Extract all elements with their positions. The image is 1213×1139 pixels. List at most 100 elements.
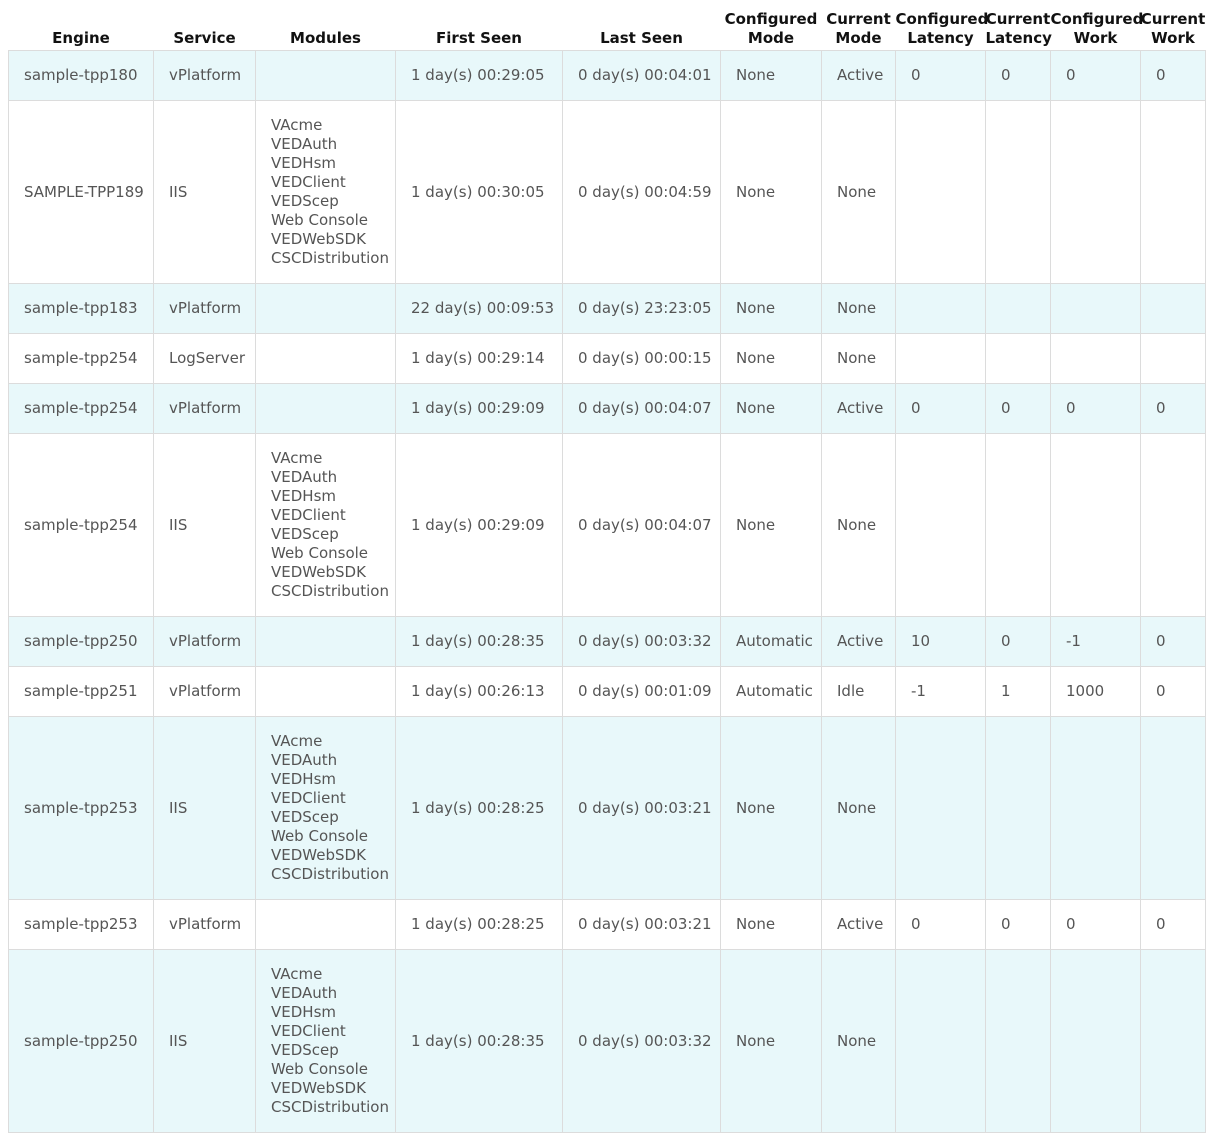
table-row: sample-tpp250 vPlatform 1 day(s) 00:28:35 0… <box>8 616 1206 667</box>
modules-cell <box>255 383 396 434</box>
header-row: Engine Service Modules First Seen Last Seen C… <box>9 0 1206 51</box>
table-row: sample-tpp180 vPlatform 1 day(s) 00:29:05 0… <box>8 50 1206 101</box>
table-head: Engine Service Modules First Seen Last Seen C… <box>9 0 1206 51</box>
empty-cell <box>985 433 1051 617</box>
module-name: Web Console <box>271 827 369 845</box>
table-cell: 0 <box>1050 383 1141 434</box>
table-cell: IIS <box>153 716 256 900</box>
table-cell: None <box>821 433 896 617</box>
column-header: First Seen <box>436 29 522 47</box>
column-header: Last Seen <box>600 29 683 47</box>
modules-cell <box>255 666 396 717</box>
module-name: VEDWebSDK <box>271 230 366 248</box>
table-cell: None <box>720 383 822 434</box>
table-cell: 1 day(s) 00:28:35 <box>395 949 563 1133</box>
empty-cell <box>1140 283 1206 334</box>
table-cell: sample-tpp254 <box>8 433 154 617</box>
module-name: VEDClient <box>271 1022 346 1040</box>
table-cell: sample-tpp251 <box>8 666 154 717</box>
modules-cell <box>255 50 396 101</box>
column-header: Current Latency <box>985 10 1052 47</box>
table-cell: 1 day(s) 00:29:14 <box>395 333 563 384</box>
table-row: sample-tpp250 IIS VAcme VEDAuth VEDHsm VEDCli… <box>8 949 1206 1133</box>
empty-cell <box>985 100 1051 284</box>
table-cell: 1 day(s) 00:30:05 <box>395 100 563 284</box>
column-header: Current Mode <box>826 10 891 47</box>
module-name: VEDAuth <box>271 468 338 486</box>
module-name: Web Console <box>271 1060 369 1078</box>
empty-cell <box>1050 716 1141 900</box>
table-cell: 0 day(s) 00:03:32 <box>562 949 721 1133</box>
empty-cell <box>985 716 1051 900</box>
table-cell: Active <box>821 50 896 101</box>
table-cell: 1 day(s) 00:26:13 <box>395 666 563 717</box>
table-cell: 1 day(s) 00:29:09 <box>395 383 563 434</box>
module-name: VAcme <box>271 449 323 467</box>
table-cell: 0 <box>985 616 1051 667</box>
module-name: VEDClient <box>271 789 346 807</box>
table-cell: None <box>720 949 822 1133</box>
module-name: VEDAuth <box>271 984 338 1002</box>
table-cell: sample-tpp253 <box>8 716 154 900</box>
column-header: Engine <box>52 29 110 47</box>
table-row: SAMPLE-TPP189 IIS VAcme VEDAuth VEDHsm VEDCli… <box>8 100 1206 284</box>
table-cell: 0 day(s) 00:04:07 <box>562 433 721 617</box>
table-cell: sample-tpp180 <box>8 50 154 101</box>
module-name: VEDHsm <box>271 487 336 505</box>
table-cell: None <box>720 50 822 101</box>
modules-cell: VAcme VEDAuth VEDHsm VEDClient VEDScep Web Co… <box>255 433 396 617</box>
table-cell: sample-tpp254 <box>8 333 154 384</box>
table-cell: None <box>720 283 822 334</box>
table-cell: Active <box>821 383 896 434</box>
module-name: VEDWebSDK <box>271 1079 366 1097</box>
engines-table: Engine Service Modules First Seen Last Seen C… <box>8 0 1206 1133</box>
table-cell: vPlatform <box>153 383 256 434</box>
table-cell: 1 day(s) 00:29:05 <box>395 50 563 101</box>
table-cell: 0 <box>1050 899 1141 950</box>
table-cell: 1 day(s) 00:28:35 <box>395 616 563 667</box>
table-cell: sample-tpp254 <box>8 383 154 434</box>
table-cell: 0 day(s) 00:04:59 <box>562 100 721 284</box>
table-cell: None <box>821 333 896 384</box>
empty-cell <box>1140 949 1206 1133</box>
table-cell: vPlatform <box>153 666 256 717</box>
table-cell: None <box>821 100 896 284</box>
table-cell: 10 <box>895 616 986 667</box>
table-cell: IIS <box>153 100 256 284</box>
table-cell: 0 <box>985 383 1051 434</box>
table-cell: None <box>720 716 822 900</box>
module-name: VEDHsm <box>271 1003 336 1021</box>
table-cell: sample-tpp183 <box>8 283 154 334</box>
module-name: VEDWebSDK <box>271 846 366 864</box>
table-cell: 0 day(s) 00:04:01 <box>562 50 721 101</box>
table-cell: 0 <box>1050 50 1141 101</box>
table-cell: vPlatform <box>153 899 256 950</box>
module-name: VEDAuth <box>271 135 338 153</box>
modules-cell <box>255 899 396 950</box>
table-cell: 0 <box>1140 666 1206 717</box>
table-cell: 0 <box>985 899 1051 950</box>
table-cell: Automatic <box>720 666 822 717</box>
modules-cell <box>255 616 396 667</box>
module-name: VEDHsm <box>271 154 336 172</box>
table-cell: None <box>720 100 822 284</box>
table-cell: vPlatform <box>153 50 256 101</box>
empty-cell <box>895 949 986 1133</box>
empty-cell <box>895 716 986 900</box>
table-cell: Active <box>821 616 896 667</box>
module-name: CSCDistribution <box>271 249 389 267</box>
table-cell: 0 day(s) 23:23:05 <box>562 283 721 334</box>
table-cell: 0 day(s) 00:04:07 <box>562 383 721 434</box>
table-cell: 1 day(s) 00:29:09 <box>395 433 563 617</box>
module-name: Web Console <box>271 544 369 562</box>
table-cell: sample-tpp250 <box>8 949 154 1133</box>
module-name: VAcme <box>271 965 323 983</box>
module-name: VEDHsm <box>271 770 336 788</box>
module-name: VEDScep <box>271 808 339 826</box>
table-cell: None <box>821 949 896 1133</box>
table-cell: 0 <box>1140 899 1206 950</box>
module-name: VEDAuth <box>271 751 338 769</box>
table-cell: 1 day(s) 00:28:25 <box>395 899 563 950</box>
table-cell: Active <box>821 899 896 950</box>
empty-cell <box>1050 100 1141 284</box>
